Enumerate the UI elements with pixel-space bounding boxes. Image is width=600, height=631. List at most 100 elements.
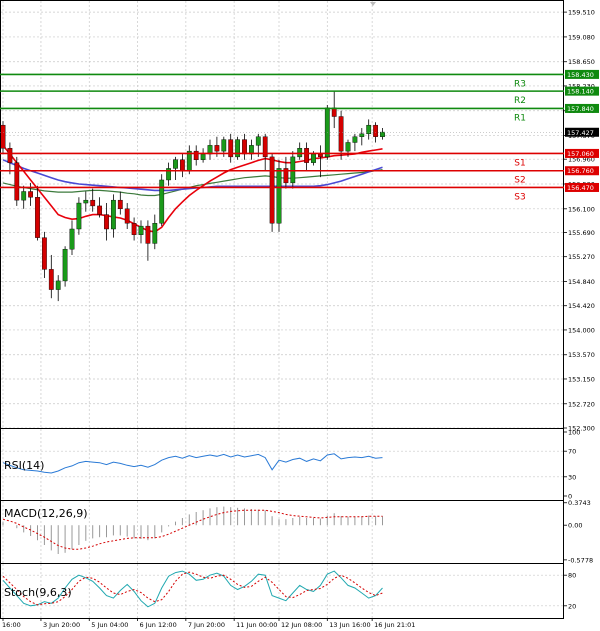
level-tag-s1 [565,148,599,158]
candle-up [152,223,158,244]
stoch-k-line [2,570,383,608]
time-tick-label: 6 Jun 12:00 [140,621,177,629]
ma-mid-line [2,169,383,197]
rsi-label: RSI(14) [4,459,44,472]
time-tick-label: 11 Jun 00:00 [236,621,277,629]
time-tick-label: 12 Jun 08:00 [281,621,322,629]
price-y-tick-label: 155.270 [568,253,595,261]
level-tag-r3 [565,69,599,79]
price-y-tick-label: 154.000 [568,326,595,334]
candle-up [235,139,240,158]
candle-down [28,191,33,198]
price-y-tick-label: 156.100 [568,205,595,213]
candle-down [104,214,109,230]
time-tick-label: 16:00 [2,621,21,629]
shift-marker-icon [370,2,376,6]
price-y-tick-label: 154.420 [568,302,595,310]
price-y-tick-label: 152.720 [568,400,595,408]
candle-up [297,148,303,158]
price-y-tick-label: 155.690 [568,229,595,237]
candle-up [255,136,261,146]
current-price-tag [565,127,599,137]
level-tag-s3 [565,182,599,192]
candle-up [173,159,178,169]
current-price-label: 157.427 [567,129,594,137]
candle-up [345,142,351,152]
rsi-y-tick-label: 100 [568,429,580,437]
level-tag-label-r2: 158.140 [567,88,594,96]
time-tick-label: 7 Jun 20:00 [188,621,225,629]
candle-down [318,153,323,158]
candle-down [131,223,137,235]
candle-up [159,179,165,224]
candle-down [338,116,344,152]
stoch-label: Stoch(9,6,3) [4,586,72,599]
rsi-panel: 100 70 30 0 RSI(14) [0,428,580,501]
stoch-d-line [2,571,383,606]
candle-down [90,199,96,207]
level-name-s2: S2 [514,176,525,186]
candle-down [214,145,220,152]
macd-label: MACD(12,26,9) [4,507,88,520]
candle-up [110,199,116,230]
candle-up [290,156,296,184]
price-y-tick-label: 152.300 [568,425,595,433]
candle-down [193,150,199,160]
level-name-r3: R3 [514,79,526,89]
level-name-s1: S1 [514,158,525,168]
price-y-tick-label: 159.510 [568,9,595,17]
candle-down [145,225,151,244]
price-panel-frame [0,0,564,429]
candle-down [228,139,234,158]
candle-down [269,156,275,224]
candle-up [21,191,27,201]
price-y-tick-label: 158.650 [568,58,595,66]
level-tag-label-r3: 158.430 [567,71,594,79]
candle-down [35,197,40,238]
level-tag-label-s2: 156.760 [567,167,594,175]
candle-up [55,280,61,290]
macd-y-tick-label: 0.00 [568,522,582,530]
price-panel: 159.510159.080158.650158.230157.800157.3… [0,0,599,433]
candle-up [359,133,365,137]
candle-up [276,168,282,224]
candle-down [7,148,13,163]
candle-up [166,168,171,181]
stoch-y-tick-label: 80 [568,572,576,580]
candle-up [69,228,75,250]
candle-up [311,153,316,163]
candle-up [200,153,206,160]
level-name-r1: R1 [514,113,526,123]
price-y-tick-label: 159.080 [568,33,595,41]
price-y-tick-label: 154.840 [568,278,595,286]
candle-down [262,136,268,158]
candle-down [124,208,130,224]
candle-up [62,248,68,282]
candle-up [76,202,82,230]
price-y-tick-label: 156.960 [568,156,595,164]
candle-down [14,162,20,201]
price-y-tick-label: 153.150 [568,375,595,383]
macd-panel-frame [0,500,564,564]
level-tag-label-s3: 156.470 [567,184,594,192]
time-tick-label: 3 Jun 20:00 [43,621,80,629]
macd-signal-line [2,509,383,550]
ma-fast-line [2,144,383,233]
time-tick-label: 5 Jun 04:00 [91,621,128,629]
level-tag-r2 [565,86,599,96]
candle-down [283,168,289,184]
time-tick-label: 16 Jun 21:01 [374,621,415,629]
candle-down [179,159,185,172]
candle-up [352,136,358,143]
candle-up [83,199,89,204]
stoch-y-tick-label: 20 [568,602,576,610]
level-tag-label-s1: 157.060 [567,150,594,158]
level-name-s3: S3 [514,192,525,202]
candle-up [221,139,227,152]
level-tag-s2 [565,166,599,176]
stoch-panel: 80 20 Stoch(9,6,3) [0,563,576,619]
candle-down [117,199,123,210]
level-tag-label-r1: 157.840 [567,105,594,113]
ma-slow-line [2,159,383,192]
time-tick-label: 13 Jun 16:00 [329,621,370,629]
